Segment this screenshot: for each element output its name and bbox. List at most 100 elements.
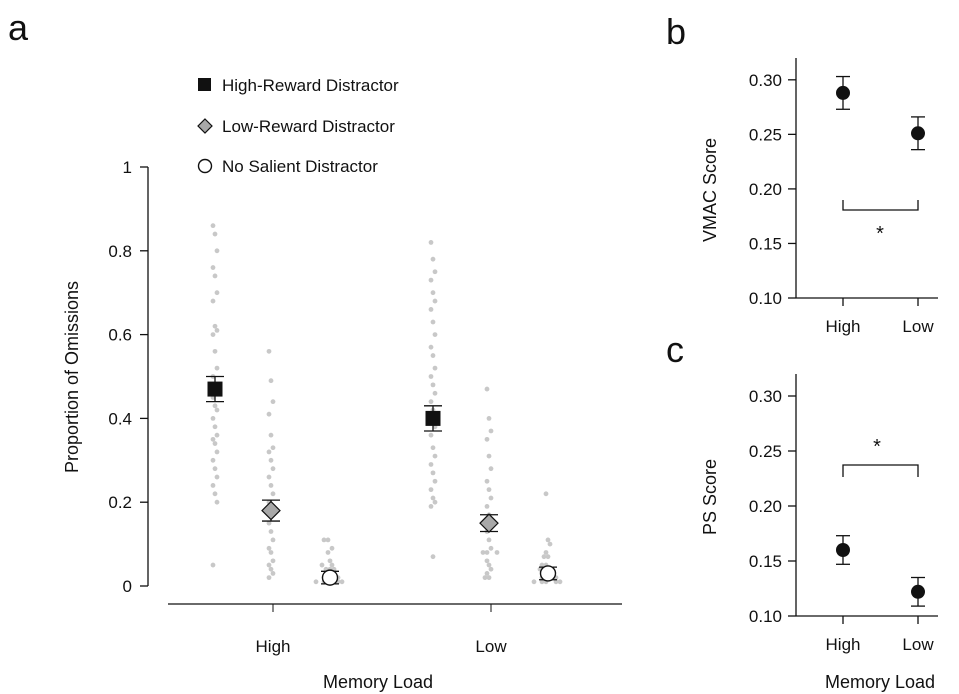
data-point-square bbox=[214, 248, 220, 254]
data-point-diamond bbox=[268, 529, 274, 534]
data-point-square bbox=[210, 483, 216, 488]
data-point-square bbox=[212, 403, 218, 409]
data-point-square bbox=[428, 399, 434, 405]
data-point-diamond bbox=[486, 575, 492, 581]
significance-bracket bbox=[842, 464, 919, 477]
data-point-diamond bbox=[494, 550, 500, 555]
data-point-circle bbox=[545, 537, 551, 543]
data-point-square bbox=[210, 223, 216, 229]
data-point-square bbox=[432, 499, 438, 505]
data-point-diamond bbox=[270, 537, 276, 543]
significance-star: * bbox=[876, 223, 884, 245]
data-point-diamond bbox=[266, 575, 272, 581]
data-point-diamond bbox=[486, 416, 492, 421]
data-point-diamond bbox=[486, 453, 492, 459]
data-point-circle bbox=[321, 537, 327, 543]
data-point-square bbox=[428, 277, 434, 283]
data-point-circle bbox=[313, 579, 319, 585]
panel-a-x-tick-label: Low bbox=[475, 637, 507, 656]
data-point-diamond bbox=[486, 487, 492, 493]
data-point bbox=[911, 126, 925, 141]
data-point-diamond bbox=[484, 503, 490, 509]
data-point-square bbox=[210, 436, 216, 442]
data-point-square bbox=[432, 269, 438, 275]
data-point-diamond bbox=[266, 474, 272, 480]
data-point-square bbox=[428, 307, 434, 312]
panel-a-y-tick-label: 0.8 bbox=[108, 242, 132, 261]
data-point-square bbox=[432, 453, 438, 459]
data-point-circle bbox=[531, 579, 537, 585]
data-point-diamond bbox=[266, 545, 272, 551]
panel-a-y-axis-title: Proportion of Omissions bbox=[62, 281, 82, 473]
panel-c-x-tick-label: Low bbox=[902, 635, 934, 654]
data-point-square bbox=[212, 441, 218, 446]
mean-marker-low-reward bbox=[261, 500, 281, 521]
data-point-square bbox=[430, 290, 436, 296]
data-point-diamond bbox=[270, 558, 276, 564]
panel-b-y-tick-label: 0.10 bbox=[749, 289, 782, 308]
data-point-square bbox=[432, 478, 438, 484]
data-point-square bbox=[430, 470, 436, 476]
panel-b-y-tick-label: 0.20 bbox=[749, 180, 782, 199]
data-point bbox=[911, 584, 925, 599]
data-point-square bbox=[214, 407, 220, 413]
panel-a-y-tick-label: 0.4 bbox=[108, 409, 132, 428]
panel-a-x-tick-label: High bbox=[256, 637, 291, 656]
data-point-circle bbox=[319, 562, 325, 568]
data-point-circle bbox=[545, 554, 551, 560]
panel-b-y-axis-title: VMAC Score bbox=[700, 138, 720, 242]
data-point-square bbox=[428, 487, 434, 493]
data-point-diamond bbox=[484, 558, 490, 564]
data-point-diamond bbox=[482, 575, 488, 581]
legend-label-no-salient: No Salient Distractor bbox=[222, 157, 378, 176]
data-point-diamond bbox=[488, 495, 494, 501]
data-point-square bbox=[210, 265, 216, 270]
data-point-diamond bbox=[268, 432, 274, 438]
data-point-circle bbox=[539, 562, 545, 568]
panel-c-y-tick-label: 0.30 bbox=[749, 387, 782, 406]
mean-marker-high-reward bbox=[207, 381, 223, 397]
data-point bbox=[836, 85, 850, 100]
data-point-diamond bbox=[268, 378, 274, 384]
data-point-diamond bbox=[486, 562, 492, 568]
data-point-square bbox=[428, 374, 434, 379]
data-point-circle bbox=[547, 541, 553, 547]
data-point-square bbox=[212, 231, 218, 237]
data-point-square bbox=[210, 298, 216, 304]
data-point-diamond bbox=[266, 562, 272, 568]
significance-star: * bbox=[873, 436, 881, 458]
data-point-circle bbox=[539, 579, 545, 585]
data-point-circle bbox=[541, 554, 547, 560]
data-point-diamond bbox=[266, 411, 272, 417]
data-point-square bbox=[210, 332, 216, 337]
panel-c-x-axis-title: Memory Load bbox=[825, 672, 935, 692]
data-point-diamond bbox=[268, 566, 274, 572]
panel-letter-b: b bbox=[666, 11, 686, 52]
data-point-diamond bbox=[266, 348, 272, 354]
data-point-diamond bbox=[266, 449, 272, 455]
panel-a-y-tick-label: 1 bbox=[123, 158, 132, 177]
panel-b-y-tick-label: 0.30 bbox=[749, 71, 782, 90]
data-point bbox=[836, 543, 850, 557]
data-point-square bbox=[214, 499, 220, 505]
mean-marker-no-salient bbox=[539, 565, 557, 582]
data-point-square bbox=[210, 416, 216, 421]
data-point-square bbox=[214, 328, 220, 333]
data-point-square bbox=[210, 562, 216, 568]
data-point-diamond bbox=[480, 550, 486, 555]
data-point-diamond bbox=[268, 483, 274, 488]
data-point-square bbox=[432, 298, 438, 304]
panel-c-y-axis-title: PS Score bbox=[700, 459, 720, 535]
data-point-square bbox=[430, 382, 436, 388]
panel-b-y-tick-label: 0.25 bbox=[749, 125, 782, 144]
legend: High-Reward Distractor Low-Reward Distra… bbox=[197, 76, 399, 176]
data-point-circle bbox=[327, 558, 333, 564]
data-point-square bbox=[212, 466, 218, 472]
legend-marker-high-reward bbox=[198, 78, 211, 91]
data-point-diamond bbox=[486, 537, 492, 543]
data-point-square bbox=[428, 503, 434, 509]
data-point-square bbox=[212, 491, 218, 497]
data-point-square bbox=[214, 290, 220, 296]
data-point-square bbox=[430, 495, 436, 501]
legend-marker-no-salient bbox=[197, 158, 213, 174]
